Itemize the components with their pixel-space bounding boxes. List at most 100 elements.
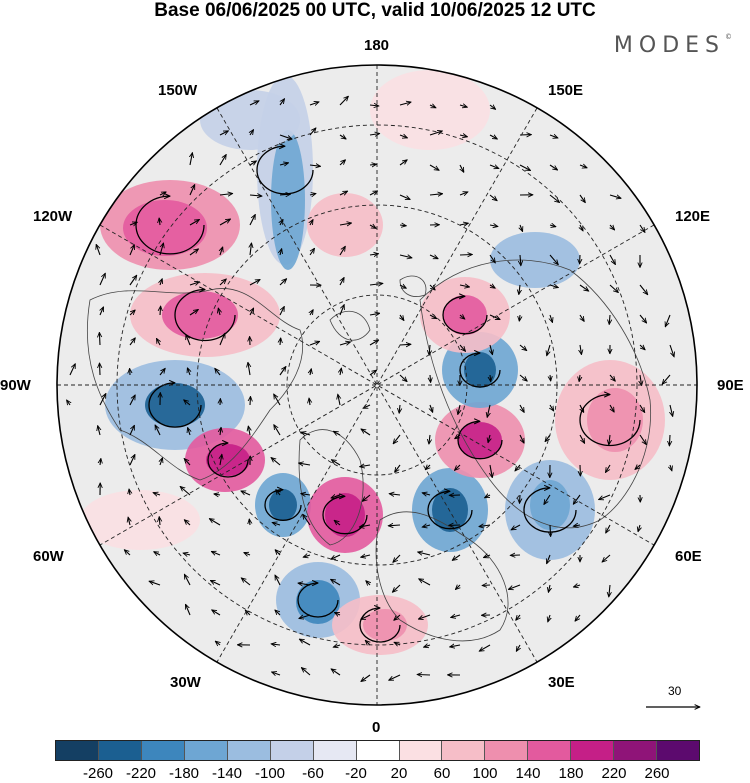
wind-arrow xyxy=(609,374,615,381)
wind-arrow xyxy=(249,100,259,106)
wind-arrow xyxy=(399,285,406,288)
wind-arrow xyxy=(609,284,618,293)
wind-arrow xyxy=(279,279,287,286)
map-title: Base 06/06/2025 00 UTC, valid 10/06/2025… xyxy=(154,0,596,21)
wind-arrow xyxy=(418,552,431,555)
wind-arrow xyxy=(154,425,161,436)
wind-arrow xyxy=(429,255,438,260)
colorbar-tick-label: -100 xyxy=(254,765,286,782)
wind-arrow xyxy=(210,580,221,586)
wind-arrow xyxy=(459,192,468,195)
wind-arrow xyxy=(602,554,611,562)
wind-arrow xyxy=(399,404,400,413)
wind-arrow xyxy=(487,404,490,417)
wind-arrow xyxy=(159,218,160,226)
wind-arrow xyxy=(241,578,251,586)
wind-arrow xyxy=(400,314,404,321)
wind-arrow xyxy=(369,105,379,106)
colorbar-swatch xyxy=(442,741,486,760)
lon-label-150e: 150E xyxy=(548,82,584,99)
wind-arrow xyxy=(339,191,348,195)
wind-arrow xyxy=(339,96,348,106)
wind-arrow xyxy=(186,335,191,346)
colorbar-tick-label: 220 xyxy=(601,765,627,782)
wind-arrow xyxy=(249,215,256,226)
wind-arrow xyxy=(189,185,196,196)
anomaly-blob xyxy=(370,70,490,150)
wind-arrow xyxy=(479,525,491,527)
wind-arrow xyxy=(189,220,199,226)
wind-arrow xyxy=(460,315,465,319)
wind-arrow xyxy=(186,604,191,616)
wind-arrow xyxy=(248,426,250,436)
wind-arrow xyxy=(98,426,100,436)
wind-arrow xyxy=(429,434,430,444)
wind-arrow xyxy=(335,611,341,616)
wind-arrow xyxy=(573,585,581,587)
wind-arrow xyxy=(489,105,496,109)
wind-arrow xyxy=(280,338,281,346)
meridian-150e-30w xyxy=(216,107,538,663)
wind-arrow xyxy=(303,555,311,557)
wind-arrow xyxy=(459,285,470,287)
wind-arrow xyxy=(361,429,371,436)
wind-arrow xyxy=(579,165,587,168)
modes-logo-text: MODES xyxy=(613,33,725,58)
wind-arrow xyxy=(339,305,344,316)
wind-arrow xyxy=(399,135,407,138)
wind-arrow xyxy=(548,584,550,592)
wind-arrow xyxy=(250,130,254,136)
circulation-swirl xyxy=(442,296,488,335)
circulation-arrows xyxy=(67,96,675,681)
wind-arrow xyxy=(516,644,520,651)
wind-arrow xyxy=(274,425,281,436)
parallel-60n xyxy=(116,124,638,646)
wind-arrow xyxy=(519,314,520,321)
wind-arrow xyxy=(665,314,671,327)
wind-arrow xyxy=(369,191,378,196)
lon-label-30w: 30W xyxy=(170,674,201,691)
wind-arrow xyxy=(100,307,105,316)
wind-arrow xyxy=(550,374,551,381)
wind-arrow xyxy=(301,494,311,495)
wind-arrow xyxy=(244,553,251,556)
wind-arrow xyxy=(309,102,319,105)
wind-arrow xyxy=(609,254,615,265)
wind-arrow xyxy=(399,160,407,166)
wind-arrow xyxy=(599,494,611,500)
wind-arrow xyxy=(241,490,251,496)
lon-label-60e: 60E xyxy=(675,548,702,565)
wind-arrow xyxy=(429,344,430,355)
wind-arrow xyxy=(219,155,226,166)
circulation-swirl xyxy=(359,608,401,643)
wind-arrow xyxy=(511,524,521,530)
wind-arrow xyxy=(429,131,442,136)
globe-outline xyxy=(56,64,698,706)
wind-arrow xyxy=(129,489,130,496)
wind-arrow xyxy=(248,362,250,376)
wind-arrow xyxy=(359,525,371,527)
wind-arrow xyxy=(69,364,76,376)
wind-arrow xyxy=(639,284,648,295)
polar-stereographic-map xyxy=(56,64,698,706)
wind-arrow xyxy=(549,135,558,138)
wind-arrow xyxy=(189,310,198,316)
wind-arrow xyxy=(399,102,411,105)
wind-arrow xyxy=(548,614,550,622)
meridian-120w-60e xyxy=(99,224,655,546)
wind-arrow xyxy=(160,279,162,286)
wind-arrow xyxy=(362,494,371,501)
lon-label-150w: 150W xyxy=(158,82,198,99)
wind-arrow xyxy=(129,275,137,286)
wind-arrow xyxy=(96,244,101,256)
colorbar-tick-label: 60 xyxy=(433,765,451,782)
wind-arrow xyxy=(301,668,311,676)
wind-arrow xyxy=(331,579,341,586)
colorbar-tick-label: 180 xyxy=(558,765,584,782)
circulation-swirl xyxy=(523,488,577,533)
wind-arrow xyxy=(129,338,135,346)
wind-arrow xyxy=(519,344,527,351)
anomaly-blob xyxy=(123,200,207,256)
wind-arrow xyxy=(154,552,161,555)
wind-arrow xyxy=(249,280,260,286)
